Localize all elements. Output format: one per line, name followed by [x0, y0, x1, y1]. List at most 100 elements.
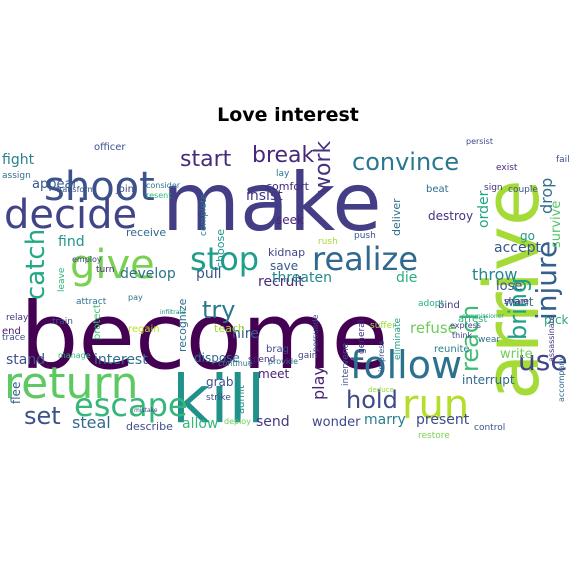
word-accompany: accompany [557, 356, 566, 402]
word-arrest: arrest [458, 314, 487, 325]
word-deduce: deduce [368, 386, 394, 394]
word-comfort: comfort [266, 180, 310, 193]
word-send: send [256, 414, 290, 430]
word-find: find [58, 234, 85, 250]
word-general: general [357, 320, 367, 354]
word-pull: pull [196, 266, 222, 282]
word-order: order [476, 190, 492, 228]
word-reunite: reunite [434, 344, 470, 355]
word-receive: receive [126, 226, 166, 239]
word-drop: drop [537, 178, 556, 214]
word-reach: reach [456, 305, 484, 372]
word-choose: choose [214, 229, 227, 268]
word-express: express [450, 321, 481, 330]
word-use: use [518, 344, 568, 377]
word-suffer: suffer [370, 321, 396, 331]
word-manage: manage [58, 351, 91, 360]
word-steal: steal [72, 413, 111, 432]
word-allow: allow [182, 416, 218, 432]
word-pay: pay [128, 293, 143, 302]
word-stand: stand [6, 352, 45, 368]
word-throw: throw [472, 265, 518, 284]
word-infiltrate: infiltrate [160, 309, 186, 316]
word-meet: meet [258, 367, 289, 381]
word-beat: beat [426, 184, 449, 195]
word-follow: follow [350, 343, 462, 387]
word-seek: seek [276, 213, 304, 227]
word-couple: couple [508, 185, 538, 195]
word-train: train [52, 317, 73, 327]
word-share: share [504, 297, 529, 307]
word-recruit: recruit [258, 274, 304, 290]
word-turn: turn [96, 265, 114, 275]
word-save: save [270, 259, 298, 273]
word-return: return [4, 358, 139, 409]
word-break: break [252, 143, 315, 168]
word-bind: bind [438, 300, 460, 311]
chart-title: Love interest [217, 104, 359, 126]
word-escape: escape [74, 386, 188, 424]
word-lose: lose [496, 279, 522, 294]
word-start: start [180, 147, 232, 172]
word-strike: strike [206, 393, 231, 403]
word-think: think [452, 331, 473, 340]
word-mistake: mistake [134, 407, 158, 414]
word-hold: hold [346, 386, 398, 414]
word-arrive: arrive [467, 179, 556, 400]
word-recognize: recognize [176, 298, 189, 352]
word-wear: wear [478, 335, 500, 345]
word-gain: gain [298, 351, 317, 361]
word-decide: decide [4, 192, 137, 238]
word-sign: sign [484, 183, 503, 193]
word-go: go [520, 229, 535, 243]
word-commissioner: commissioner [462, 313, 504, 320]
word-shoot: shoot [44, 164, 155, 210]
word-persist: persist [466, 137, 493, 146]
word-pick: pick [544, 313, 569, 327]
word-teach: teach [214, 322, 245, 335]
word-fight: fight [2, 152, 35, 168]
word-kill: kill [172, 361, 265, 438]
word-dispose: dispose [194, 351, 240, 365]
word-deploy: deploy [224, 417, 251, 426]
word-survive: survive [549, 201, 564, 248]
word-protect: protect [92, 304, 103, 340]
word-employ: employ [72, 255, 102, 264]
word-adopt: adopt [418, 299, 444, 309]
word-write: write [500, 347, 533, 362]
word-hire: hire [232, 326, 259, 342]
word-bring: bring [504, 278, 532, 340]
word-work: work [311, 141, 336, 194]
word-accept: accept [494, 240, 541, 256]
word-deliver: deliver [390, 198, 403, 236]
word-continue: continue [218, 359, 253, 368]
word-admit: admit [236, 385, 247, 414]
word-regain: regain [128, 324, 160, 335]
word-push: push [354, 231, 376, 241]
word-play: play [309, 366, 328, 400]
word-resent: resent [146, 191, 171, 200]
word-wonder: wonder [312, 415, 361, 430]
word-interest: interest [94, 352, 148, 368]
word-provide: provide [268, 357, 298, 366]
word-interrupt: interrupt [462, 373, 515, 387]
word-impress: impress [377, 341, 386, 372]
word-insist: insist [246, 188, 283, 204]
word-join: join [115, 184, 134, 195]
word-intervene: intervene [341, 342, 351, 386]
word-control: control [474, 423, 505, 433]
word-assign: assign [2, 171, 31, 181]
word-exist: exist [496, 163, 518, 173]
word-eliminate: eliminate [393, 317, 403, 360]
word-describe: describe [126, 420, 173, 433]
word-injure: injure [530, 241, 563, 320]
word-make: make [162, 156, 382, 249]
word-convince: convince [352, 148, 459, 176]
word-complete: complete [199, 193, 209, 236]
word-catch: catch [21, 229, 51, 300]
word-grab: grab [206, 375, 234, 389]
word-want: want [504, 295, 534, 309]
word-brag: brag [266, 344, 289, 355]
word-marry: marry [364, 412, 406, 428]
